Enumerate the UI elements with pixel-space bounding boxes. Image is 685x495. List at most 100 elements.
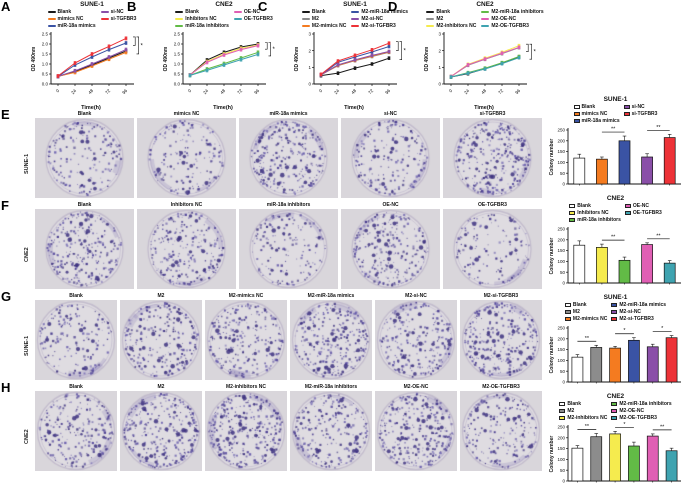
legend-label: mimics NC xyxy=(581,111,608,117)
bar-chart: 0 50 100 150 200 250 Colony number ** ** xyxy=(546,124,685,199)
legend-swatch-icon xyxy=(564,317,571,321)
svg-text:96: 96 xyxy=(384,88,391,95)
legend-label: M2-miR-18a mimics xyxy=(619,302,667,308)
bar-chart-svg: 0 50 100 150 200 250 Colony number ** ** xyxy=(549,227,681,286)
chart-legend: Blank mimics NC miR-18a mimics si-NC si-TGFB… xyxy=(573,104,658,124)
svg-text:**: ** xyxy=(611,235,616,241)
legend-item: M2 xyxy=(301,16,346,22)
dish-label: Blank xyxy=(77,111,92,117)
line-chart: 0.0 0.5 1.0 1.5 2.0 2.5 0 24 48 72 96 Time(h) OD 490… xyxy=(159,29,289,120)
legend-swatch-icon xyxy=(233,11,242,13)
chart-legend: Blank mimics NC miR-18a mimics si-NC si-TGFB… xyxy=(47,9,136,29)
colony-dish-tile: si-NC xyxy=(341,110,440,198)
svg-text:Colony number: Colony number xyxy=(549,337,555,374)
legend-item: M2-OE-NC xyxy=(481,16,543,22)
svg-text:0.0: 0.0 xyxy=(174,82,181,87)
svg-text:2: 2 xyxy=(308,48,311,53)
legend-label: M2-OE-NC xyxy=(491,16,517,22)
colony-dish-tile: M2 xyxy=(120,292,202,380)
legend-label: M2 xyxy=(311,16,319,22)
legend-item: M2 xyxy=(559,408,607,414)
legend-swatch-icon xyxy=(569,218,576,222)
legend-item: Blank xyxy=(426,9,476,15)
bar-chart: 0 50 100 150 200 250 Colony number ** ** xyxy=(546,223,685,298)
svg-text:0: 0 xyxy=(562,281,565,286)
legend-label: si-NC xyxy=(631,104,645,110)
chart-legend: Blank Inhibitors NC miR-18a inhibitors OE-N… xyxy=(569,203,662,223)
dish-label: M2-si-NC xyxy=(405,293,427,299)
colony-row-g: SUNE-1 Blank M2 M2-mimics NC M2-miR-18a mim… xyxy=(0,292,546,383)
chart-title: SUNE-1 xyxy=(343,1,367,8)
legend-swatch-icon xyxy=(611,317,618,321)
colony-dish-tile: M2-OE-NC xyxy=(375,383,457,471)
dish-label: M2-inhibitors NC xyxy=(226,384,266,390)
dish-label: M2-miR-18a inhibitors xyxy=(304,384,358,390)
svg-text:250: 250 xyxy=(557,425,565,430)
svg-text:OD 490nm: OD 490nm xyxy=(31,46,37,71)
svg-text:0: 0 xyxy=(448,88,454,94)
legend-swatch-icon xyxy=(624,204,631,208)
colony-dish-tile: Blank xyxy=(35,110,134,198)
legend-label: Blank xyxy=(436,9,450,15)
legend-item: M2-miR-18a inhibitors xyxy=(481,9,544,15)
dish-label: M2 xyxy=(157,384,165,390)
legend-label: M2-miR-18a inhibitors xyxy=(619,401,672,407)
legend-item: miR-18a mimics xyxy=(573,118,620,124)
legend-swatch-icon xyxy=(301,25,310,27)
svg-text:96: 96 xyxy=(121,88,128,95)
chart-title: SUNE-1 xyxy=(603,294,628,301)
chart-title: CNE2 xyxy=(476,1,494,8)
dish-label: Blank xyxy=(77,202,92,208)
svg-text:0.5: 0.5 xyxy=(174,72,181,77)
dish-label: M2-miR-18a mimics xyxy=(307,293,355,299)
panel-letter-f: F xyxy=(1,198,9,213)
legend-swatch-icon xyxy=(301,11,310,13)
legend-label: OE-NC xyxy=(632,203,649,209)
legend-label: M2-OE-TGFBR3 xyxy=(619,415,657,421)
legend-label: OE-TGFBR3 xyxy=(632,210,662,216)
dish-label: M2-si-TGFBR3 xyxy=(483,293,519,299)
panel-letter-c: C xyxy=(258,0,268,14)
legend-swatch-icon xyxy=(573,112,580,116)
svg-text:1.5: 1.5 xyxy=(174,52,181,57)
legend-swatch-icon xyxy=(426,18,435,20)
colony-dish-tile: M2-si-TGFBR3 xyxy=(460,292,542,380)
legend-swatch-icon xyxy=(573,119,580,123)
dish-label: mimics NC xyxy=(173,111,200,117)
legend-item: si-TGFBR3 xyxy=(100,16,136,22)
svg-text:200: 200 xyxy=(557,336,565,341)
legend-label: M2-miR-18a inhibitors xyxy=(491,9,544,15)
colony-dish-image xyxy=(120,391,202,471)
bar-chart-panel-cne2-colony: CNE2 Blank Inhibitors NC miR-18a inhibitor… xyxy=(546,195,685,298)
svg-text:*: * xyxy=(273,47,276,53)
svg-text:2.5: 2.5 xyxy=(42,32,49,37)
svg-text:250: 250 xyxy=(557,128,565,133)
dish-label: OE-NC xyxy=(382,202,399,208)
svg-text:96: 96 xyxy=(514,88,521,95)
legend-swatch-icon xyxy=(351,25,360,27)
dish-label: Inhibitors NC xyxy=(170,202,203,208)
legend-swatch-icon xyxy=(559,416,566,420)
svg-text:Colony number: Colony number xyxy=(549,238,555,275)
legend-label: miR-18a mimics xyxy=(581,118,620,124)
dish-label: Blank xyxy=(69,384,83,390)
legend-swatch-icon xyxy=(611,409,618,413)
legend-swatch-icon xyxy=(624,211,631,215)
legend-item: Blank xyxy=(175,9,229,15)
svg-text:**: ** xyxy=(585,336,590,342)
svg-text:48: 48 xyxy=(219,88,226,95)
colony-dish-tile: M2 xyxy=(120,383,202,471)
legend-item: Blank xyxy=(559,401,607,407)
legend-label: miR-18a mimics xyxy=(57,23,96,29)
legend-swatch-icon xyxy=(611,416,618,420)
legend-label: si-TGFBR3 xyxy=(631,111,658,117)
colony-dish-tile: Blank xyxy=(35,292,117,380)
legend-label: M2-mimics NC xyxy=(572,316,608,322)
panel-letter-d: D xyxy=(388,0,398,14)
line-chart-panel-a: SUNE-1 Blank mimics NC miR-18a mimics si-NC… xyxy=(26,1,158,120)
line-chart-svg: 0 1 2 3 0 24 48 72 96 Time(h) OD 490nm * xyxy=(294,32,407,111)
colony-dish-image xyxy=(460,300,542,380)
line-chart-svg: 0.0 0.5 1.0 1.5 2.0 2.5 0 24 48 72 96 Time(h) OD 490… xyxy=(31,32,144,111)
colony-dish-image xyxy=(341,209,440,289)
